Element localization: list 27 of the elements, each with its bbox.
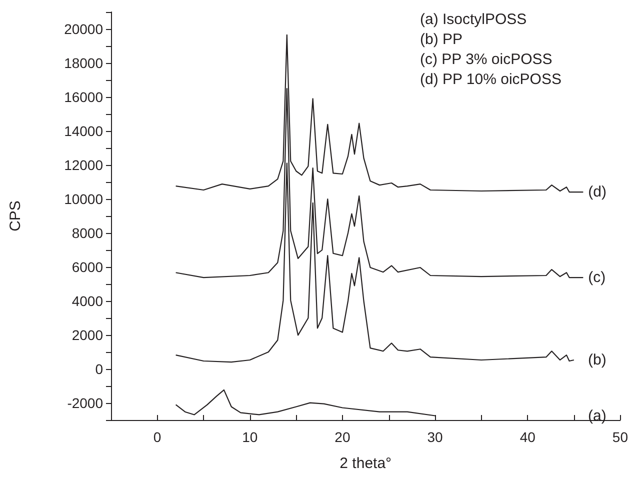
y-tick-label: 4000	[72, 293, 104, 309]
annotation: (a) IsoctylPOSS	[420, 11, 527, 28]
y-tick-label: 20000	[64, 21, 104, 37]
annotation: (c) PP 3% oicPOSS	[420, 51, 552, 68]
x-tick-label: 0	[153, 429, 162, 445]
y-tick-label: 16000	[64, 89, 104, 105]
x-tick-label: 30	[427, 429, 444, 445]
y-axis-title: CPS	[7, 200, 24, 232]
series-label: (d)	[588, 184, 607, 201]
y-tick-label: 0	[95, 361, 104, 377]
y-tick-label: 2000	[72, 327, 104, 343]
y-tick-label: 14000	[64, 123, 104, 139]
annotation: (b) PP	[420, 31, 463, 48]
series-label: (b)	[588, 351, 606, 368]
y-tick-label: 8000	[72, 225, 104, 241]
x-tick-label: 40	[520, 429, 536, 445]
x-tick-label: 10	[242, 429, 258, 445]
y-tick-label: -2000	[67, 395, 104, 411]
annotation: (d) PP 10% oicPOSS	[420, 71, 562, 88]
series-label: (c)	[588, 269, 606, 286]
x-tick-label: 50	[612, 429, 628, 445]
y-tick-label: 12000	[64, 157, 104, 173]
x-tick-label: 20	[334, 429, 350, 445]
y-tick-label: 18000	[64, 55, 104, 71]
x-axis-title: 2 theta°	[340, 455, 392, 472]
y-tick-label: 10000	[64, 191, 104, 207]
y-tick-label: 6000	[72, 259, 104, 275]
